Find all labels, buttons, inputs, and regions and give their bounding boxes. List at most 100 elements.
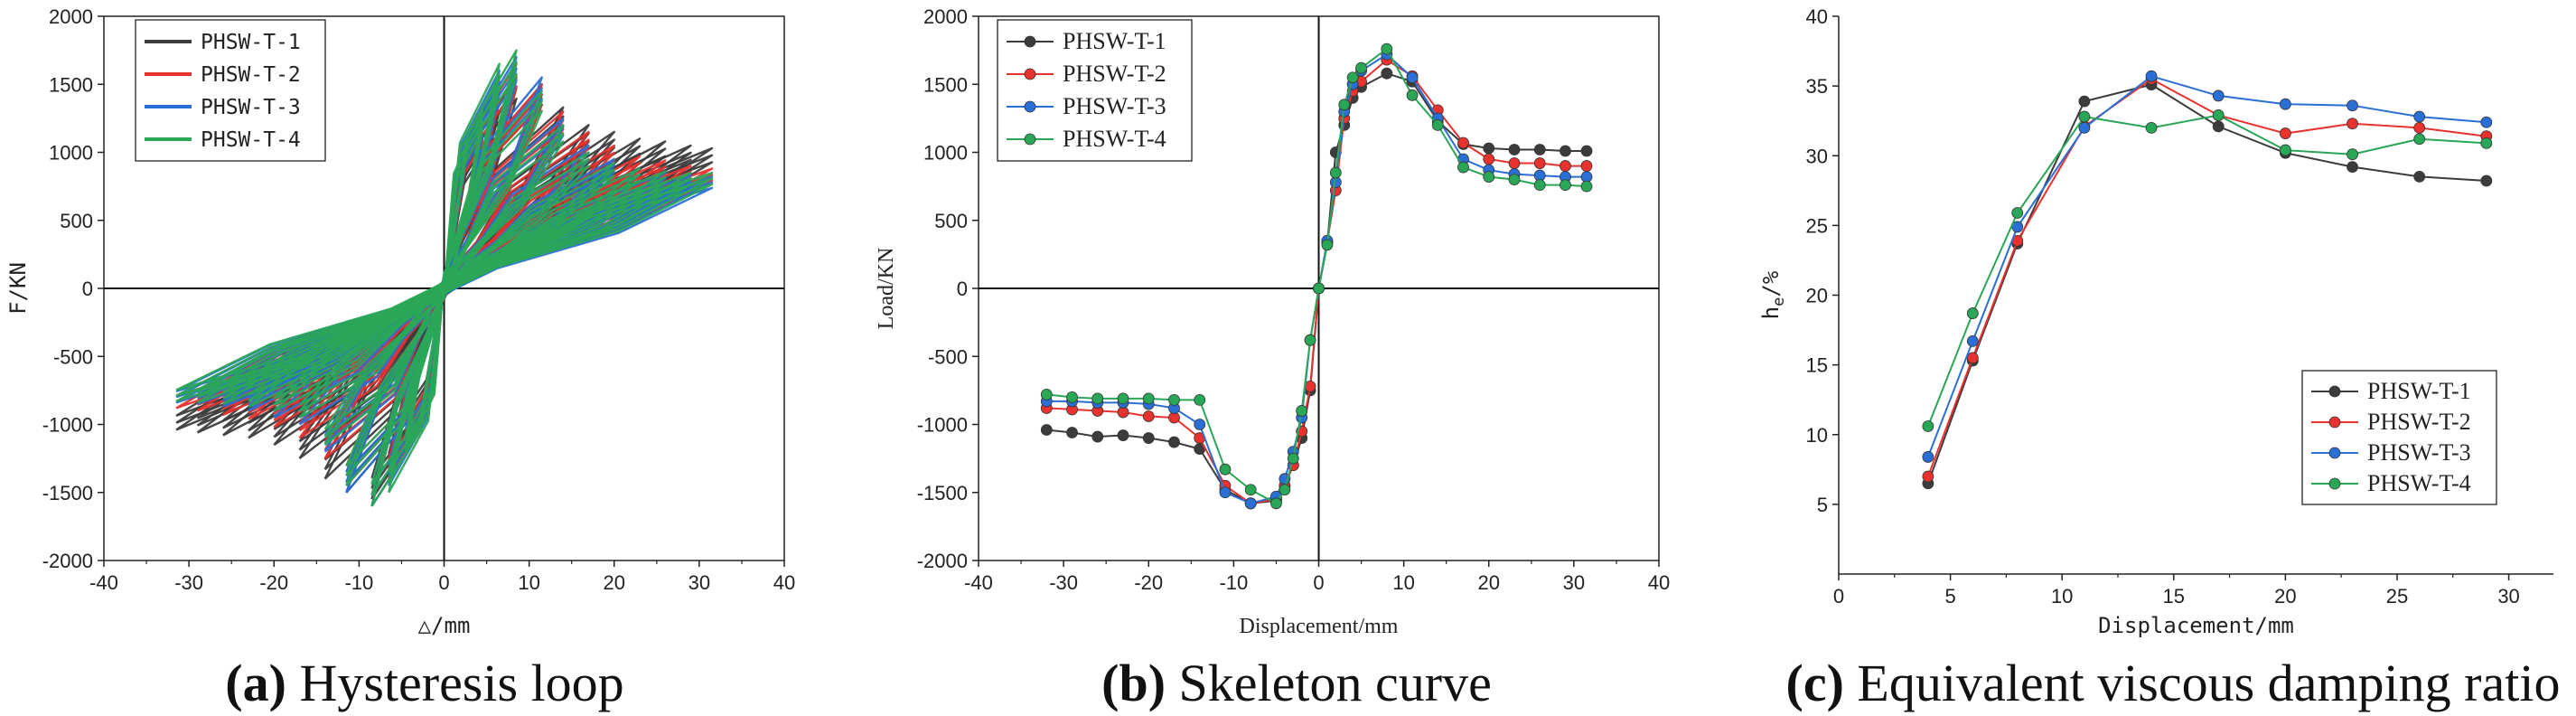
skeleton-point — [1287, 452, 1299, 465]
legend-label: PHSW-T-3 — [201, 96, 301, 119]
chart-hysteresis-loop: -40 -30 -20 -10 0 10 20 30 40 -2000 -1500 -1000 -500… — [5, 5, 795, 638]
damping-line-phsw-t-4 — [1926, 114, 2487, 427]
damping-point — [1966, 335, 1979, 347]
y-tick-label: 10 — [1806, 424, 1828, 447]
x-tick-label: 40 — [1648, 571, 1670, 594]
damping-point — [2347, 99, 2358, 112]
skeleton-point — [1313, 282, 1325, 295]
damping-point — [1922, 451, 1934, 463]
skeleton-point — [1244, 497, 1257, 510]
damping-point — [2145, 121, 2158, 134]
y-tick-label: 30 — [1806, 145, 1828, 167]
x-tick-label: -20 — [1134, 571, 1163, 594]
legend-label: PHSW-T-2 — [1063, 61, 1166, 87]
x-tick-label: 10 — [1392, 571, 1414, 594]
skeleton-point — [1142, 410, 1155, 422]
damping-point — [2212, 109, 2225, 121]
damping-point — [1922, 420, 1934, 432]
x-tick-label: -20 — [259, 571, 288, 594]
x-axis-title: △/mm — [418, 613, 471, 638]
x-tick-label: 25 — [2386, 585, 2408, 608]
skeleton-point — [1338, 99, 1351, 111]
y-tick-label: 20 — [1806, 285, 1828, 307]
skeleton-point — [1279, 484, 1291, 496]
hysteresis-loop-phsw-t-4 — [323, 140, 565, 430]
hysteresis-loop-phsw-t-4 — [298, 157, 590, 412]
y-tick-label: 2000 — [49, 5, 93, 28]
legend-marker — [1024, 35, 1036, 48]
skeleton-point — [1533, 179, 1546, 192]
skeleton-point — [1244, 484, 1257, 496]
skeleton-point — [1329, 166, 1342, 179]
damping-point — [2413, 110, 2426, 123]
damping-point — [2078, 121, 2091, 134]
legend-label: PHSW-T-1 — [201, 31, 301, 54]
skeleton-point — [1219, 486, 1232, 499]
y-axis-title: he/% — [1758, 270, 1788, 319]
skeleton-point — [1560, 179, 1571, 192]
skeleton-point — [1508, 144, 1521, 155]
x-tick-label: 20 — [604, 571, 625, 594]
legend-marker — [2328, 477, 2341, 490]
x-tick-label: -30 — [1049, 571, 1078, 594]
y-tick-label: 25 — [1806, 214, 1828, 237]
damping-point — [2279, 144, 2291, 156]
skeleton-point — [1194, 419, 1206, 430]
skeleton-point — [1580, 180, 1593, 193]
hysteresis-loop-phsw-t-4 — [175, 177, 714, 397]
damping-point — [2011, 207, 2024, 219]
damping-point — [1966, 307, 1979, 319]
damping-point — [1922, 470, 1934, 483]
x-tick-label: 10 — [2051, 585, 2073, 608]
hysteresis-loop-phsw-t-4 — [196, 171, 692, 404]
damping-point — [2480, 116, 2493, 128]
damping-point — [2347, 161, 2358, 173]
legend-marker — [2328, 385, 2341, 398]
hysteresis-loop-phsw-t-4 — [345, 99, 543, 477]
damping-point — [2212, 90, 2225, 102]
x-tick-label: -40 — [89, 571, 118, 594]
legend-marker — [1024, 133, 1036, 146]
skeleton-point — [1066, 391, 1078, 403]
skeleton-point — [1168, 436, 1180, 448]
damping-point — [2480, 137, 2493, 149]
skeleton-point — [1321, 239, 1334, 251]
legend-label: PHSW-T-4 — [2367, 470, 2471, 496]
skeleton-point — [1457, 137, 1469, 149]
x-tick-label: 0 — [438, 571, 449, 594]
skeleton-point — [1406, 71, 1419, 84]
x-tick-label: -30 — [174, 571, 203, 594]
skeleton-point — [1040, 424, 1053, 436]
skeleton-point — [1560, 145, 1571, 157]
damping-line-phsw-t-1 — [1926, 83, 2487, 485]
legend-label: PHSW-T-1 — [2367, 378, 2471, 404]
y-tick-label: -2000 — [42, 550, 93, 572]
skeleton-point — [1533, 157, 1546, 169]
skeleton-point — [1346, 71, 1359, 84]
hysteresis-loop-phsw-t-4 — [345, 109, 543, 467]
x-tick-label: 0 — [1313, 571, 1324, 594]
chart-damping-ratio: 0 5 10 15 20 25 30 5 10 15 20 25 30 35 40 Displacement/… — [1758, 5, 2553, 638]
x-tick-label: 15 — [2163, 585, 2185, 608]
skeleton-point — [1355, 61, 1367, 74]
skeleton-point — [1142, 432, 1155, 444]
x-tick-label: -10 — [1219, 571, 1248, 594]
y-axis-title: Load/KN — [875, 248, 898, 330]
y-tick-label: 1500 — [49, 73, 93, 96]
y-tick-label: 1000 — [923, 142, 968, 165]
x-tick-label: 10 — [518, 571, 539, 594]
x-tick-label: 20 — [2274, 585, 2296, 608]
skeleton-point — [1117, 429, 1129, 441]
skeleton-point — [1296, 405, 1308, 417]
damping-point — [2212, 120, 2225, 133]
skeleton-point — [1560, 160, 1571, 172]
skeleton-point — [1483, 171, 1495, 183]
skeleton-point — [1431, 118, 1444, 131]
legend-marker — [2328, 447, 2341, 459]
skeleton-point — [1066, 427, 1078, 438]
y-axis-title: F/KN — [5, 262, 31, 315]
skeleton-point — [1457, 161, 1469, 174]
y-tick-label: -1500 — [42, 482, 93, 504]
chart-skeleton-curve: -40 -30 -20 -10 0 10 20 30 40 -2000 -1500 -1000 -500… — [875, 5, 1670, 638]
skeleton-point — [1270, 497, 1282, 510]
